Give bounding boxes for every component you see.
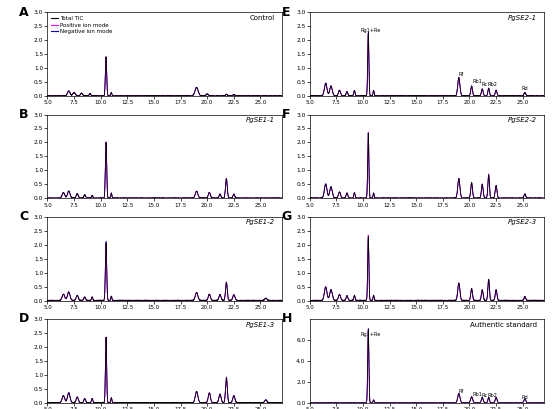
Text: PgSE1-1: PgSE1-1: [246, 117, 275, 123]
Text: H: H: [282, 312, 292, 325]
Text: Rf: Rf: [458, 389, 464, 394]
Text: PgSE2-1: PgSE2-1: [508, 15, 537, 21]
Text: Rd: Rd: [522, 395, 528, 400]
Text: Rc: Rc: [481, 82, 488, 87]
Text: F: F: [282, 108, 290, 121]
Text: PgSE1-3: PgSE1-3: [246, 321, 275, 328]
Text: D: D: [20, 312, 30, 325]
Text: B: B: [20, 108, 29, 121]
Text: Rg1+Re: Rg1+Re: [360, 28, 381, 33]
Text: Authentic standard: Authentic standard: [470, 321, 537, 328]
Text: Rb1: Rb1: [472, 392, 482, 397]
Text: A: A: [20, 6, 29, 18]
Text: Rc: Rc: [481, 393, 488, 398]
Text: PgSE2-2: PgSE2-2: [508, 117, 537, 123]
Text: C: C: [20, 210, 28, 223]
Text: Rd: Rd: [522, 86, 528, 91]
Text: Control: Control: [249, 15, 275, 21]
Text: Rg1+Re: Rg1+Re: [360, 332, 381, 337]
Text: Rb2: Rb2: [488, 82, 498, 87]
Text: E: E: [282, 6, 290, 18]
Text: PgSE1-2: PgSE1-2: [246, 219, 275, 225]
Text: Rb2: Rb2: [488, 393, 498, 398]
Text: PgSE2-3: PgSE2-3: [508, 219, 537, 225]
Legend: Total TIC, Positive ion mode, Negative ion mode: Total TIC, Positive ion mode, Negative i…: [50, 15, 114, 35]
Text: G: G: [282, 210, 292, 223]
Text: Rb1: Rb1: [472, 79, 482, 84]
Text: Rf: Rf: [458, 72, 464, 76]
